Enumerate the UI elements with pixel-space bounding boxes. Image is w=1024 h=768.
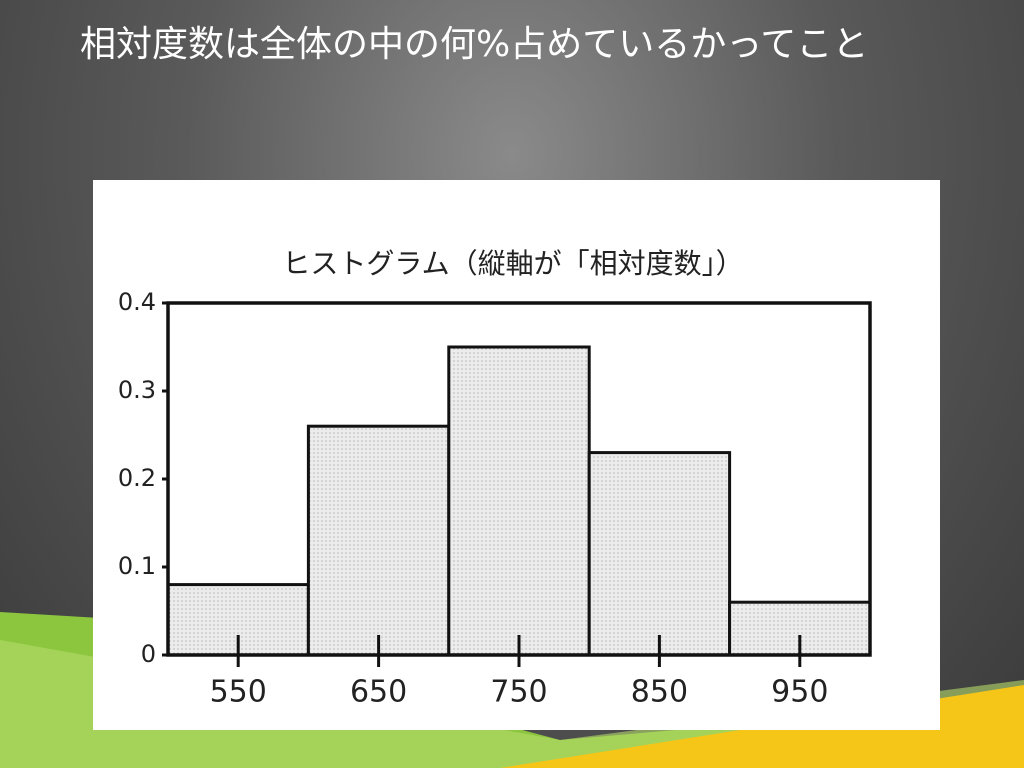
x-tick-label: 850 [631,675,688,710]
x-tick-label: 950 [771,675,828,710]
bar [306,424,451,657]
y-tick-label: 0.4 [118,288,156,316]
y-tick-label: 0.2 [118,464,156,492]
x-tick-label: 550 [210,675,267,710]
y-tick-label: 0.3 [118,376,156,404]
y-tick-label: 0 [141,640,156,668]
slide-title: 相対度数は全体の中の何%占めているかってこと [80,24,869,65]
chart-title: ヒストグラム（縦軸が「相対度数」） [282,247,743,280]
chart: ヒストグラム（縦軸が「相対度数」） 0 0.1 0.2 0.3 0.4 550 650 750… [93,180,940,730]
bar [587,451,732,657]
x-tick-label: 650 [350,675,407,710]
bar [447,345,591,657]
y-tick-label: 0.1 [118,552,156,580]
x-tick-label: 750 [490,675,547,710]
